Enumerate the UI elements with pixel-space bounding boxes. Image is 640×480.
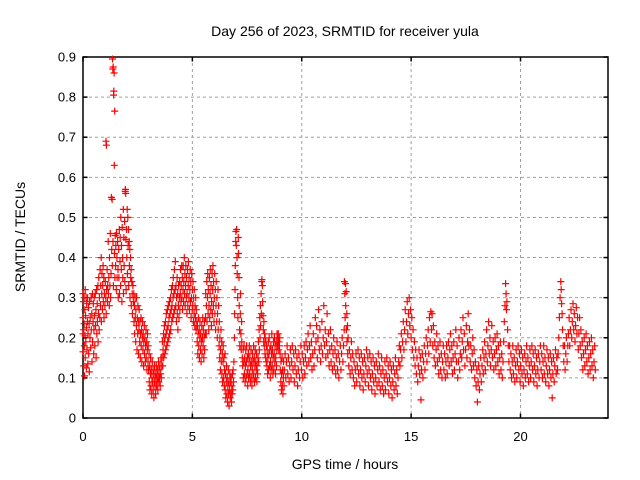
y-tick-label: 0.4: [58, 250, 76, 265]
data-points: [79, 55, 599, 410]
plot-border: [82, 56, 609, 419]
series-SRMTID: [79, 55, 599, 410]
axes-and-ticks: [82, 56, 609, 419]
x-tick-label: 5: [189, 429, 196, 444]
x-tick-label: 10: [295, 429, 309, 444]
y-tick-label: 0.9: [58, 50, 76, 65]
chart-title: Day 256 of 2023, SRMTID for receiver yul…: [211, 23, 479, 39]
y-tick-label: 0.1: [58, 370, 76, 385]
x-tick-label: 20: [513, 429, 527, 444]
x-tick-label: 15: [404, 429, 418, 444]
y-tick-label: 0.2: [58, 330, 76, 345]
y-tick-label: 0.3: [58, 290, 76, 305]
y-tick-label: 0: [69, 411, 76, 426]
y-tick-label: 0.5: [58, 210, 76, 225]
tick-labels: 0 5 10 15 20 0 0.1 0.2 0.3 0.4 0.5 0.6 0.7 0.8 0.9: [58, 50, 528, 445]
y-tick-label: 0.8: [58, 90, 76, 105]
y-tick-label: 0.6: [58, 170, 76, 185]
y-tick-label: 0.7: [58, 130, 76, 145]
y-axis-label: SRMTID / TECUs: [12, 182, 28, 292]
x-tick-label: 0: [79, 429, 86, 444]
x-axis-label: GPS time / hours: [292, 456, 399, 472]
